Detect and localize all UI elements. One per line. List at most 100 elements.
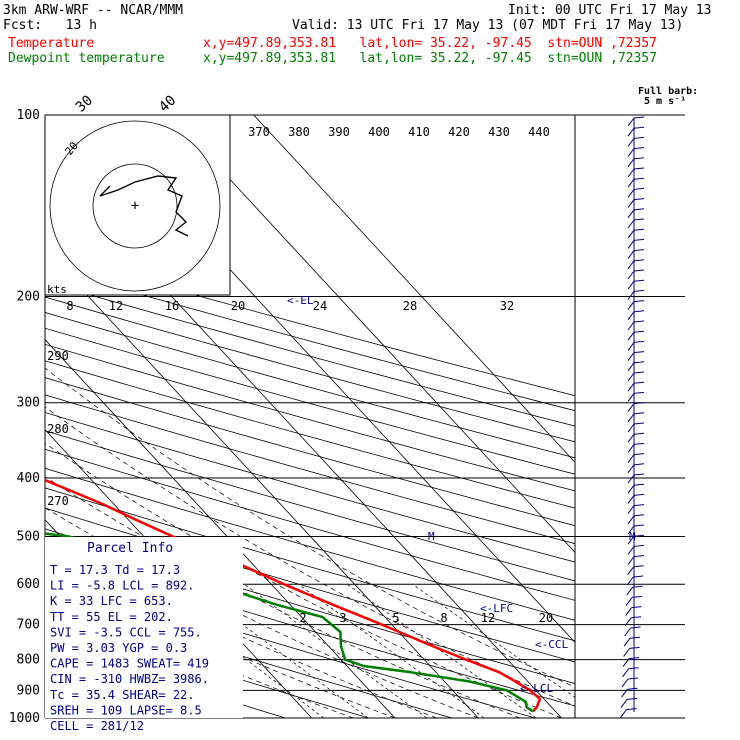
theta-side-label: 290	[47, 349, 69, 363]
speed-tick-label: 32	[500, 299, 514, 313]
mixing-ratio-line	[298, 583, 485, 718]
parcel-info-row: LI = -5.8 LCL = 892.	[50, 579, 195, 593]
wind-barb	[627, 218, 645, 229]
dry-adiabat	[45, 412, 575, 563]
wind-barb	[627, 565, 644, 576]
dewpoint-legend-label: Dewpoint temperature	[8, 51, 165, 66]
wind-barb	[626, 585, 643, 596]
dry-adiabat	[45, 296, 575, 443]
theta-label: 410	[408, 125, 430, 139]
model-title: 3km ARW-WRF -- NCAR/MMM	[3, 3, 184, 18]
wind-barb	[627, 238, 645, 249]
mixing-ratio-label: 3	[339, 611, 346, 625]
wind-barb	[627, 555, 645, 565]
mixing-ratio-label: 8	[440, 611, 447, 625]
wind-barb	[627, 157, 645, 168]
wind-barb	[627, 473, 645, 484]
wind-barb	[627, 432, 645, 443]
speed-tick-label: 28	[403, 299, 417, 313]
wind-barb	[623, 636, 641, 647]
speed-tick-label: 12	[109, 299, 123, 313]
dry-adiabat	[45, 594, 453, 718]
wind-barb	[622, 657, 640, 667]
wind-barb	[627, 289, 645, 300]
ccl-marker: <-CCL	[535, 638, 568, 651]
hodograph-ring-outer	[49, 120, 221, 292]
wind-barb	[627, 493, 645, 504]
pressure-label-700: 700	[17, 618, 40, 633]
wind-barb	[627, 136, 645, 147]
wind-barb	[627, 504, 645, 514]
dewpoint-profile	[45, 532, 534, 713]
parcel-info-row: CELL = 281/12	[50, 719, 144, 733]
mixing-ratio-line	[244, 583, 428, 718]
parcel-info-title: Parcel Info	[87, 541, 173, 556]
mixing-ratio-label: 5	[392, 611, 399, 625]
wind-barb	[627, 177, 645, 188]
theta-label: 440	[528, 125, 550, 139]
wind-barb	[627, 381, 645, 392]
wind-barb	[627, 361, 645, 372]
wind-barb	[622, 667, 639, 678]
pressure-label-600: 600	[17, 577, 40, 592]
theta-label: 380	[288, 125, 310, 139]
wind-barb	[627, 269, 645, 280]
wind-barb	[627, 371, 645, 382]
isotherm	[253, 115, 575, 463]
theta-label: 430	[488, 125, 510, 139]
mixing-ratio-label: 2	[299, 611, 306, 625]
hodograph-trace	[99, 175, 189, 237]
dry-adiabat	[45, 430, 575, 582]
temperature-tick-label: 30	[73, 92, 96, 115]
pressure-label-100: 100	[17, 108, 40, 123]
pressure-label-200: 200	[17, 290, 40, 305]
wind-barb	[627, 463, 645, 474]
wind-barb	[627, 330, 645, 341]
parcel-info-row: T = 17.3 Td = 17.3	[50, 563, 180, 577]
temperature-tick-label: 40	[156, 92, 179, 115]
wind-barb	[620, 697, 638, 708]
wind-barb	[627, 412, 645, 423]
pressure-label-800: 800	[17, 653, 40, 668]
theta-side-label: 270	[47, 494, 69, 508]
pressure-label-1000: 1000	[9, 711, 40, 726]
lfc-marker: <-LFC	[480, 602, 513, 615]
wind-barb	[627, 514, 645, 525]
dry-adiabat	[45, 312, 575, 459]
wind-barb	[627, 544, 645, 555]
dry-adiabat	[45, 448, 575, 601]
wind-barb	[627, 208, 645, 219]
wind-barb	[627, 453, 645, 463]
isotherm	[45, 248, 479, 718]
wind-barb	[621, 687, 638, 698]
dry-adiabat	[45, 571, 536, 718]
wind-barb	[627, 228, 645, 239]
wind-barb	[624, 616, 642, 627]
init-time: Init: 00 UTC Fri 17 May 13	[508, 3, 712, 18]
wind-barb	[627, 391, 645, 402]
dry-adiabat	[45, 266, 575, 412]
moist-adiabat	[45, 507, 479, 718]
parcel-info-row: CAPE = 1483 SWEAT= 419	[50, 657, 209, 671]
wind-barb	[620, 708, 637, 718]
theta-label: 420	[448, 125, 470, 139]
theta-label: 390	[328, 125, 350, 139]
el-marker: <-EL	[287, 294, 314, 307]
wind-barb	[627, 167, 645, 178]
pressure-label-500: 500	[17, 529, 40, 544]
barb-legend-units: 5 m s⁻¹	[644, 96, 686, 107]
dry-adiabat	[45, 327, 575, 475]
hodograph-ring-inner	[92, 163, 178, 249]
dry-adiabat	[45, 467, 575, 621]
wind-barb	[627, 300, 645, 310]
lcl-marker: <-LCL	[520, 682, 553, 695]
wind-barbs	[620, 116, 645, 718]
parcel-info-row: TT = 55 EL = 202.	[50, 610, 173, 624]
forecast-hour: Fcst: 13 h	[3, 18, 97, 33]
hodograph-center: +	[131, 198, 139, 214]
parcel-info-row: Tc = 35.4 SHEAR= 22.	[50, 688, 195, 702]
wind-barb	[627, 187, 645, 198]
theta-side-label: 280	[47, 422, 69, 436]
